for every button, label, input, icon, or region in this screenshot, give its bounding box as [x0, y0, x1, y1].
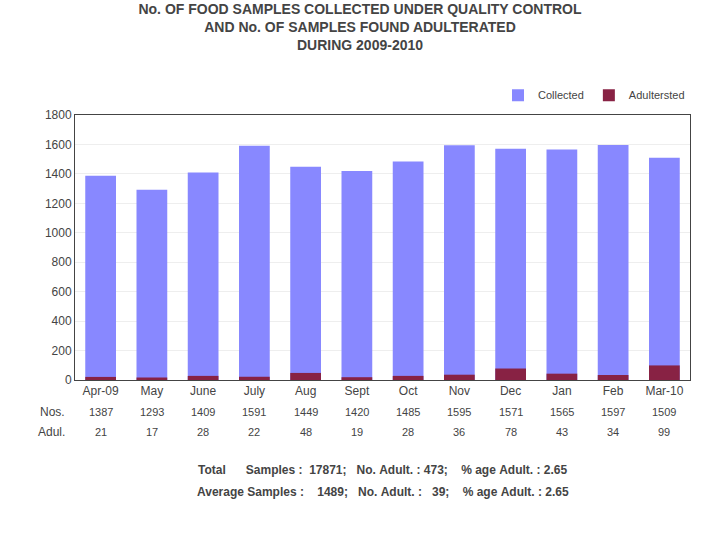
svg-text:1200: 1200 [45, 197, 72, 211]
svg-text:48: 48 [300, 426, 312, 438]
svg-text:600: 600 [52, 285, 72, 299]
svg-text:Feb: Feb [603, 384, 624, 398]
svg-text:1293: 1293 [140, 406, 164, 418]
svg-text:1485: 1485 [396, 406, 420, 418]
svg-text:0: 0 [65, 373, 72, 387]
svg-text:19: 19 [351, 426, 363, 438]
svg-text:Mar-10: Mar-10 [645, 384, 683, 398]
svg-text:Apr-09: Apr-09 [83, 384, 119, 398]
svg-text:Sept: Sept [345, 384, 370, 398]
svg-text:99: 99 [658, 426, 670, 438]
svg-text:Nos.: Nos. [40, 405, 65, 419]
svg-text:400: 400 [52, 314, 72, 328]
svg-text:1591: 1591 [242, 406, 266, 418]
svg-text:1449: 1449 [294, 406, 318, 418]
svg-text:1400: 1400 [45, 167, 72, 181]
svg-text:78: 78 [505, 426, 517, 438]
svg-text:17: 17 [146, 426, 158, 438]
svg-text:43: 43 [556, 426, 568, 438]
svg-text:Collected: Collected [538, 89, 584, 101]
svg-text:May: May [141, 384, 164, 398]
svg-text:Average Samples : 1489; N: Average Samples : 1489; No. Adult. : 39;… [197, 485, 569, 499]
svg-text:No. OF FOOD SAMPLES COLLECTED: No. OF FOOD SAMPLES COLLECTED UNDER QUAL… [138, 1, 582, 53]
svg-text:28: 28 [402, 426, 414, 438]
svg-text:Aug: Aug [295, 384, 316, 398]
svg-text:1571: 1571 [499, 406, 523, 418]
svg-text:34: 34 [607, 426, 619, 438]
svg-text:1600: 1600 [45, 138, 72, 152]
svg-text:Nov: Nov [449, 384, 470, 398]
svg-text:1800: 1800 [45, 108, 72, 122]
svg-text:200: 200 [52, 344, 72, 358]
svg-text:July: July [244, 384, 265, 398]
svg-text:Jan: Jan [552, 384, 571, 398]
svg-text:1387: 1387 [89, 406, 113, 418]
svg-text:Adultersted: Adultersted [629, 89, 685, 101]
svg-text:28: 28 [197, 426, 209, 438]
svg-text:1409: 1409 [191, 406, 215, 418]
svg-text:June: June [190, 384, 216, 398]
svg-text:1565: 1565 [550, 406, 574, 418]
svg-text:Total Samples : 17871;: Total Samples : 17871; No. Adult. : 473;… [198, 463, 568, 477]
svg-text:Oct: Oct [399, 384, 418, 398]
svg-text:Dec: Dec [500, 384, 521, 398]
svg-text:1420: 1420 [345, 406, 369, 418]
svg-text:1509: 1509 [652, 406, 676, 418]
svg-text:800: 800 [52, 255, 72, 269]
svg-text:21: 21 [95, 426, 107, 438]
svg-text:1595: 1595 [447, 406, 471, 418]
svg-text:Adul.: Adul. [38, 425, 65, 439]
svg-text:1597: 1597 [601, 406, 625, 418]
svg-text:1000: 1000 [45, 226, 72, 240]
svg-text:36: 36 [453, 426, 465, 438]
svg-text:22: 22 [248, 426, 260, 438]
